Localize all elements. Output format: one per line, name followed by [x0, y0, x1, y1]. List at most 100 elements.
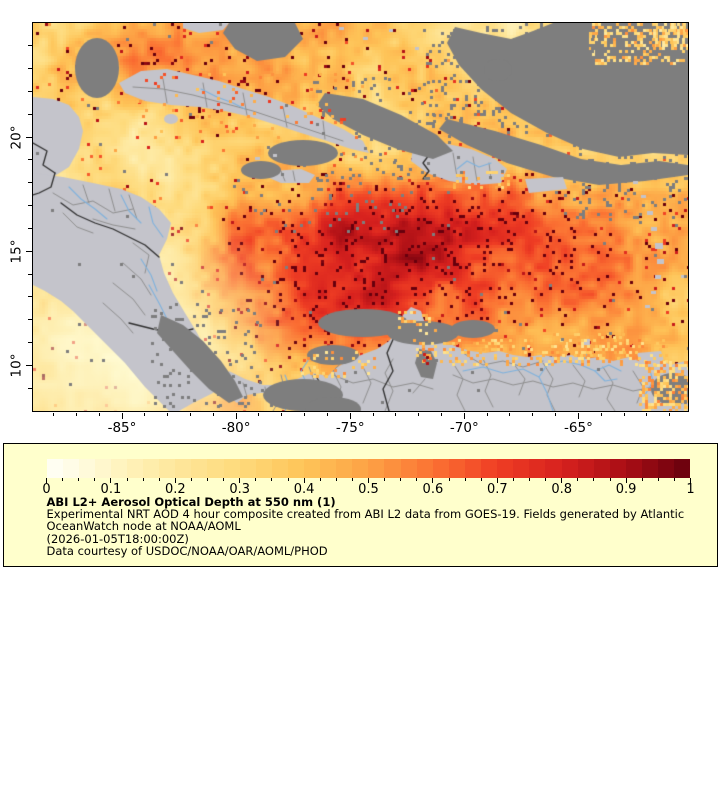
colorbar-minor-tick [529, 477, 530, 481]
lat-tick-label: 15° [8, 239, 25, 264]
legend-panel: ABI L2+ Aerosol Optical Depth at 550 nm … [2, 442, 718, 567]
colorbar-minor-tick [207, 477, 208, 481]
lon-minor-tick [646, 412, 648, 416]
colorbar-major-tick [174, 477, 176, 483]
lon-minor-tick [53, 412, 55, 416]
colorbar-tick-label: 0.3 [229, 481, 251, 497]
lat-minor-tick [28, 113, 32, 115]
lon-minor-tick [441, 412, 443, 416]
colorbar-minor-tick [400, 477, 402, 481]
colorbar-segment [239, 458, 256, 478]
lon-tick-label: -65° [564, 420, 593, 436]
lon-minor-tick [418, 412, 420, 416]
lat-minor-tick [28, 45, 32, 47]
colorbar-major-tick [625, 477, 627, 483]
colorbar-segment [207, 458, 224, 478]
lon-major-tick [463, 412, 465, 419]
lat-minor-tick [28, 342, 32, 344]
colorbar-tick-label: 0.9 [615, 481, 637, 497]
colorbar-tick-label: 0.8 [551, 481, 573, 497]
colorbar-tick-label: 0.5 [358, 481, 379, 497]
colorbar-minor-tick [62, 477, 64, 481]
colorbar-minor-tick [158, 477, 160, 481]
lon-minor-tick [509, 412, 511, 416]
lat-minor-tick [28, 68, 32, 70]
colorbar-minor-tick [351, 477, 353, 481]
lon-minor-tick [623, 412, 625, 416]
colorbar-segment [545, 458, 562, 478]
colorbar-segment [94, 458, 111, 478]
lat-minor-tick [28, 182, 32, 184]
colorbar-minor-tick [319, 477, 321, 481]
colorbar-segment [223, 458, 240, 478]
legend-title: ABI L2+ Aerosol Optical Depth at 550 nm … [46, 494, 336, 509]
colorbar-segment [46, 458, 63, 478]
colorbar-minor-tick [448, 477, 450, 481]
lon-major-tick [577, 412, 579, 419]
colorbar-minor-tick [673, 477, 675, 481]
legend-description-line-2: OceanWatch node at NOAA/AOML [46, 519, 241, 534]
colorbar-minor-tick [512, 477, 514, 481]
colorbar-minor-tick [190, 477, 192, 481]
colorbar-segment [287, 458, 304, 478]
colorbar-segment [255, 458, 272, 478]
colorbar-minor-tick [464, 477, 466, 481]
colorbar-segment [448, 458, 465, 478]
lat-minor-tick [28, 159, 32, 161]
colorbar-segment [271, 458, 288, 478]
lon-minor-tick [98, 412, 100, 416]
lon-minor-tick [486, 412, 488, 416]
lon-tick-label: -75° [335, 420, 365, 436]
lat-minor-tick [28, 90, 32, 92]
lat-major-tick [25, 136, 32, 138]
colorbar-segment [561, 458, 578, 478]
colorbar-minor-tick [94, 477, 96, 481]
lat-minor-tick [28, 273, 32, 275]
lon-minor-tick [304, 412, 306, 416]
lon-minor-tick [555, 412, 557, 416]
legend-description-line-1: Experimental NRT AOD 4 hour composite cr… [46, 506, 685, 521]
lon-minor-tick [326, 412, 328, 416]
colorbar-tick-label: 0.2 [164, 481, 186, 497]
colorbar-minor-tick [78, 477, 80, 481]
lon-minor-tick [532, 412, 534, 416]
aod-map-figure: -85° -80° -75° -70° -65° 20° 15° 10° [8, 21, 689, 436]
colorbar-minor-tick [609, 477, 611, 481]
colorbar-segment [625, 458, 642, 478]
colorbar-segment [143, 458, 160, 478]
lat-major-tick [25, 250, 32, 252]
lon-tick-label: -80° [221, 420, 251, 436]
lon-minor-tick [669, 412, 671, 416]
lon-minor-tick [189, 412, 191, 416]
colorbar-segment [577, 458, 594, 478]
colorbar-minor-tick [545, 477, 547, 481]
colorbar [46, 458, 691, 478]
colorbar-segment [78, 458, 95, 478]
colorbar-major-tick [432, 477, 434, 483]
colorbar-segment [497, 458, 514, 478]
colorbar-segment [658, 458, 675, 478]
colorbar-segment [416, 458, 433, 478]
colorbar-tick-label: 0 [42, 481, 51, 497]
colorbar-tick-label: 0.1 [100, 481, 122, 497]
lon-major-tick [121, 412, 123, 419]
aod-map-canvas [32, 22, 688, 411]
colorbar-major-tick [496, 477, 498, 483]
colorbar-segment [126, 458, 144, 478]
colorbar-segment [593, 458, 610, 478]
colorbar-segment [304, 458, 321, 478]
colorbar-minor-tick [577, 477, 579, 481]
colorbar-minor-tick [223, 477, 225, 481]
colorbar-minor-tick [126, 477, 128, 481]
colorbar-segment [336, 458, 353, 478]
lat-minor-tick [28, 387, 32, 389]
colorbar-major-tick [368, 477, 369, 483]
colorbar-tick-label: 0.4 [293, 481, 315, 497]
colorbar-segment [191, 458, 208, 478]
colorbar-major-tick [46, 477, 47, 483]
lon-minor-tick [372, 412, 374, 416]
lat-tick-label: 20° [8, 125, 25, 150]
lon-minor-tick [167, 412, 169, 416]
colorbar-major-tick [690, 477, 691, 483]
